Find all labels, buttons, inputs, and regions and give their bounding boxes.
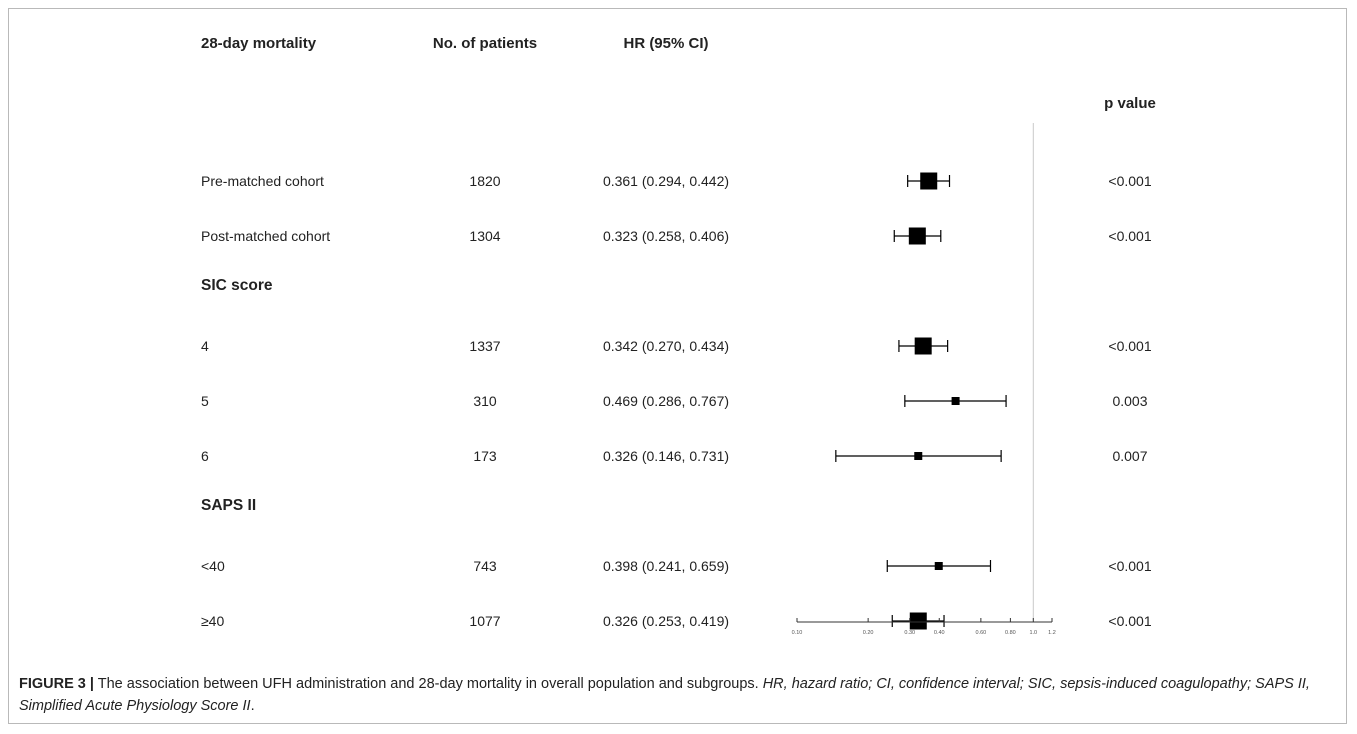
column-headers: 28-day mortality No. of patients HR (95% C…	[201, 35, 1156, 112]
hr-marker	[951, 397, 960, 405]
row-hr: 0.323 (0.258, 0.406)	[603, 228, 729, 244]
header-hr: HR (95% CI)	[623, 35, 708, 52]
data-row: 5 310 0.469 (0.286, 0.767) 0.003	[201, 393, 1148, 409]
forest-rows: Pre-matched cohort 1820 0.361 (0.294, 0.44…	[201, 172, 1152, 630]
row-label: 4	[201, 338, 209, 354]
row-hr: 0.326 (0.253, 0.419)	[603, 613, 729, 629]
row-n: 1337	[469, 338, 500, 354]
data-row: Pre-matched cohort 1820 0.361 (0.294, 0.44…	[201, 172, 1152, 190]
row-hr: 0.326 (0.146, 0.731)	[603, 448, 729, 464]
caption-lead: FIGURE 3 |	[19, 676, 94, 692]
row-hr: 0.398 (0.241, 0.659)	[603, 558, 729, 574]
group-row: SAPS II	[201, 497, 256, 514]
axis-tick-label: 0.80	[1005, 630, 1016, 636]
row-label: Post-matched cohort	[201, 228, 330, 244]
row-label: 5	[201, 393, 209, 409]
caption-end: .	[250, 698, 255, 714]
group-label: SAPS II	[201, 497, 256, 514]
axis-tick-label: 0.60	[976, 630, 987, 636]
x-axis: 0.10 0.20 0.30 0.40 0.60 0.80 1.0 1.2	[792, 618, 1056, 636]
hr-marker	[908, 227, 926, 245]
axis-tick-label: 0.20	[863, 630, 874, 636]
data-row: 6 173 0.326 (0.146, 0.731) 0.007	[201, 448, 1148, 464]
group-label: SIC score	[201, 277, 273, 294]
row-n: 1820	[469, 173, 500, 189]
row-hr: 0.469 (0.286, 0.767)	[603, 393, 729, 409]
row-n: 173	[473, 448, 497, 464]
row-p: <0.001	[1108, 228, 1151, 244]
caption-text: The association between UFH administrati…	[93, 676, 763, 692]
row-p: <0.001	[1108, 338, 1151, 354]
row-n: 743	[473, 558, 497, 574]
axis-tick-label: 0.30	[904, 630, 915, 636]
axis-tick-label: 1.0	[1029, 630, 1037, 636]
row-n: 310	[473, 393, 497, 409]
group-row: SIC score	[201, 277, 273, 294]
row-p: <0.001	[1108, 558, 1151, 574]
axis-tick-label: 1.2	[1048, 630, 1056, 636]
row-p: <0.001	[1108, 173, 1151, 189]
header-p: p value	[1104, 95, 1156, 112]
caption-abbreviations: HR, hazard ratio; CI, confidence interva…	[19, 676, 1310, 714]
hr-marker	[914, 452, 923, 460]
row-n: 1304	[469, 228, 500, 244]
data-row: <40 743 0.398 (0.241, 0.659) <0.001	[201, 558, 1152, 574]
row-p: 0.003	[1112, 393, 1147, 409]
axis-tick-label: 0.10	[792, 630, 803, 636]
hr-marker	[914, 337, 932, 355]
header-n: No. of patients	[433, 35, 537, 52]
axis-tick-label: 0.40	[934, 630, 945, 636]
row-hr: 0.361 (0.294, 0.442)	[603, 173, 729, 189]
hr-marker	[920, 172, 938, 190]
forest-plot: 28-day mortality No. of patients HR (95% C…	[201, 35, 1156, 636]
row-label: Pre-matched cohort	[201, 173, 324, 189]
row-label: <40	[201, 558, 225, 574]
hr-marker	[934, 562, 943, 570]
figure-frame	[8, 8, 1347, 724]
row-label: 6	[201, 448, 209, 464]
row-label: ≥40	[201, 613, 224, 629]
data-row: 4 1337 0.342 (0.270, 0.434) <0.001	[201, 337, 1152, 355]
row-n: 1077	[469, 613, 500, 629]
row-p: 0.007	[1112, 448, 1147, 464]
row-p: <0.001	[1108, 613, 1151, 629]
data-row: Post-matched cohort 1304 0.323 (0.258, 0.4…	[201, 227, 1152, 245]
header-label: 28-day mortality	[201, 35, 317, 52]
figure-caption: FIGURE 3 | The association between UFH a…	[19, 673, 1339, 717]
hr-marker	[909, 612, 927, 630]
data-row: ≥40 1077 0.326 (0.253, 0.419) <0.001	[201, 612, 1152, 630]
row-hr: 0.342 (0.270, 0.434)	[603, 338, 729, 354]
